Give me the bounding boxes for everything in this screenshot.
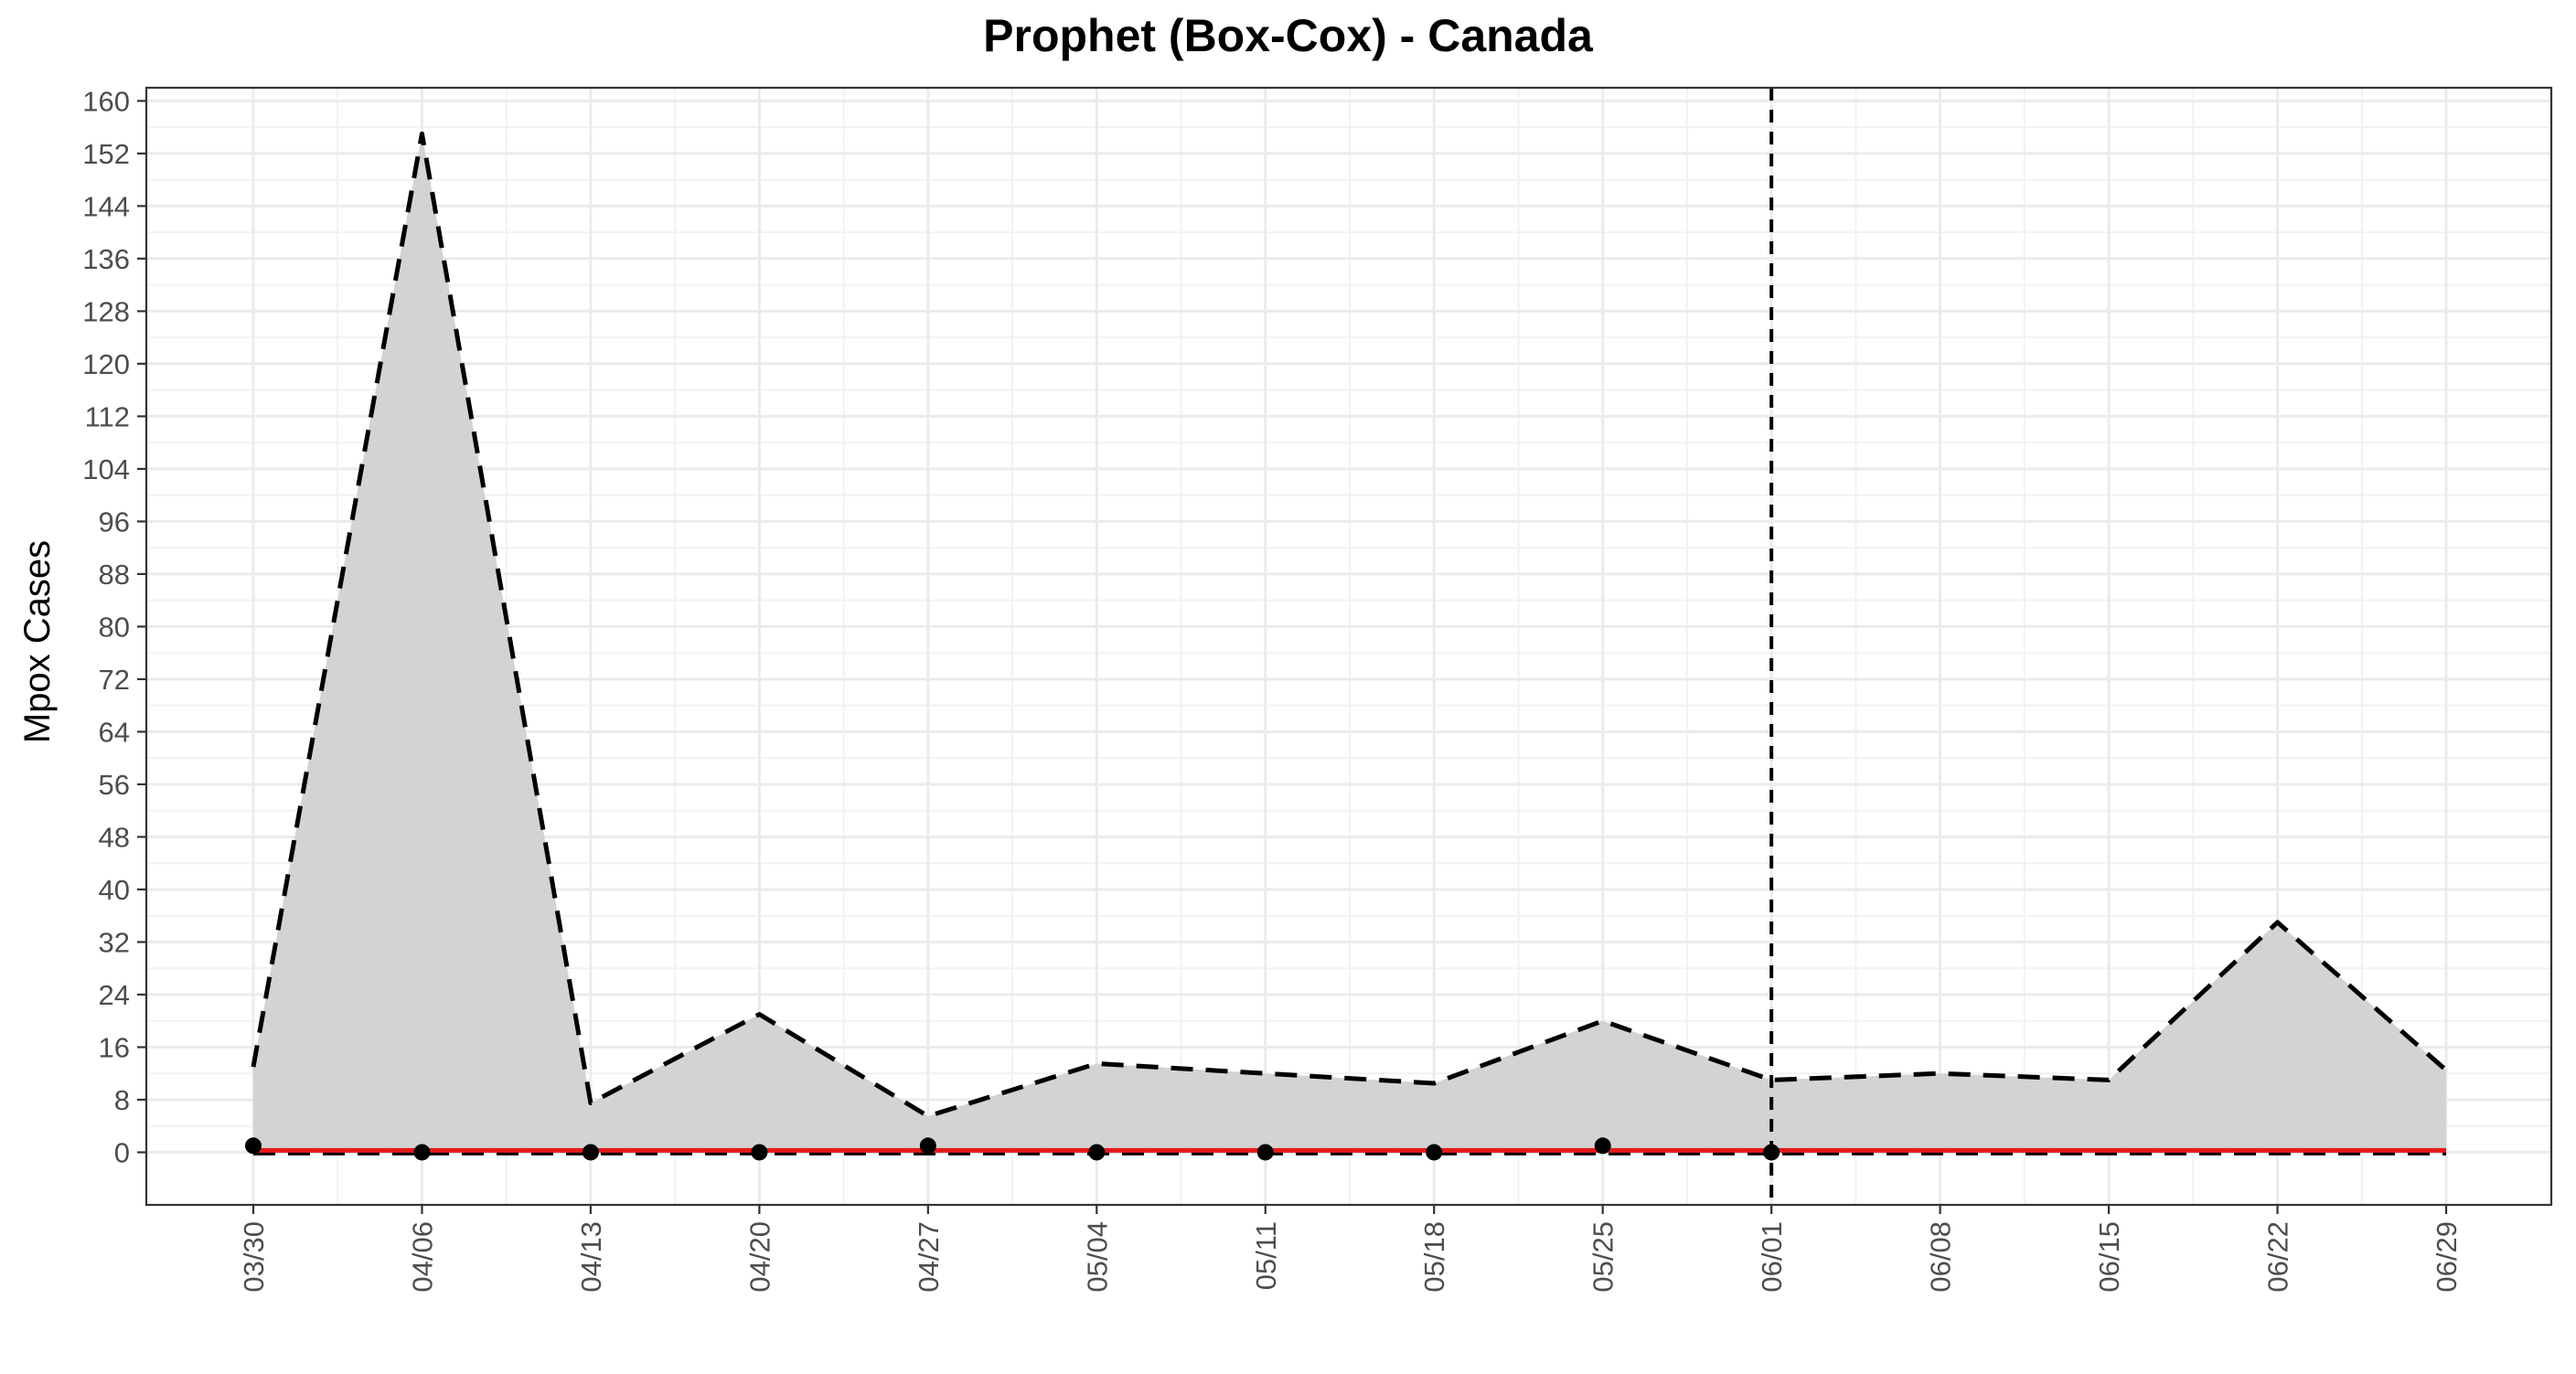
x-tick-label: 04/27: [913, 1221, 945, 1293]
x-tick-label: 06/01: [1756, 1221, 1788, 1293]
y-tick-label: 160: [82, 85, 130, 117]
plot-panel-border: [144, 86, 2553, 1207]
y-tick-label: 32: [99, 926, 130, 958]
prediction-interval-area: [253, 133, 2446, 1154]
y-tick-label: 96: [99, 506, 130, 538]
observed-point: [582, 1144, 599, 1161]
x-tick-label: 06/15: [2093, 1221, 2125, 1293]
y-tick-label: 104: [82, 453, 130, 485]
y-tick-label: 72: [99, 664, 130, 696]
observed-point: [1088, 1144, 1106, 1161]
observed-point: [1426, 1144, 1443, 1161]
y-tick-label: 112: [85, 400, 130, 432]
x-tick-label: 06/22: [2262, 1221, 2294, 1293]
upper-bound-line: [251, 131, 2448, 1119]
x-tick-label: 04/06: [406, 1221, 438, 1293]
y-tick-label: 144: [82, 190, 130, 222]
y-tick-label: 88: [99, 559, 130, 591]
observed-point: [919, 1137, 936, 1155]
observed-point: [1256, 1144, 1274, 1161]
observed-point: [1594, 1137, 1611, 1155]
y-tick-label: 8: [114, 1084, 130, 1116]
y-tick-label: 56: [99, 769, 130, 801]
x-tick-label: 04/20: [743, 1221, 775, 1293]
y-tick-label: 136: [82, 243, 130, 275]
y-tick-label: 48: [99, 821, 130, 853]
x-tick-label: 04/13: [575, 1221, 607, 1293]
y-tick-label: 152: [82, 138, 130, 170]
x-tick-label: 05/18: [1418, 1221, 1450, 1293]
x-tick-label: 05/11: [1250, 1221, 1282, 1290]
prediction-interval-band: [253, 133, 2446, 1154]
observed-point: [245, 1137, 262, 1155]
x-tick-label: 06/08: [1925, 1221, 1957, 1293]
y-tick-label: 0: [114, 1136, 130, 1168]
x-tick-label: 03/30: [238, 1221, 270, 1293]
x-axis: 03/30 04/06 04/13 04/20 04/27 05/04 05/11 05/18…: [238, 1205, 2463, 1293]
y-tick-label: 128: [82, 295, 130, 327]
y-tick-label: 64: [99, 716, 130, 748]
chart-title: Prophet (Box-Cox) - Canada: [983, 10, 1593, 61]
observed-point: [751, 1144, 768, 1161]
x-tick-label: 06/29: [2431, 1221, 2463, 1293]
y-axis: 0 8 16 24 32 40 48 56 64 72 80 88 96 104 112 120 128 136 1…: [82, 85, 146, 1168]
x-tick-label: 05/25: [1587, 1221, 1619, 1293]
observed-points: [245, 1137, 1780, 1161]
y-tick-label: 24: [99, 979, 130, 1011]
x-tick-label: 05/04: [1081, 1221, 1113, 1293]
y-tick-label: 40: [99, 874, 130, 906]
series-lines: [251, 131, 2448, 1156]
y-tick-label: 120: [82, 348, 130, 380]
y-axis-title: Mpox Cases: [17, 540, 58, 743]
y-tick-label: 80: [99, 611, 130, 643]
y-tick-label: 16: [99, 1031, 130, 1063]
observed-point: [413, 1144, 431, 1161]
